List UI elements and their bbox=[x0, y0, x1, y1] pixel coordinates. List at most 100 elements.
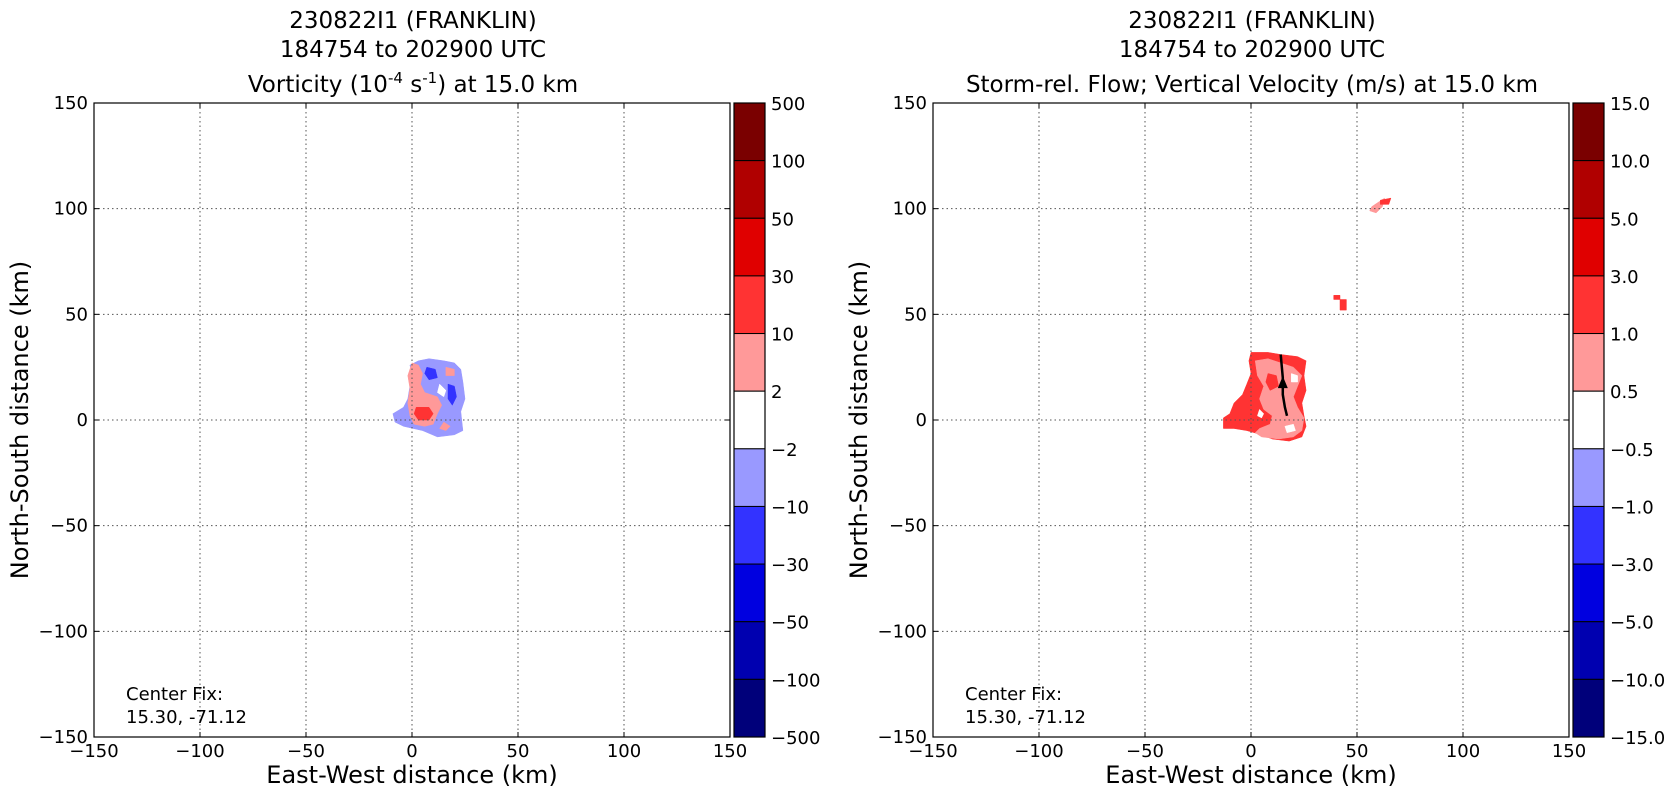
colorbar-label: −3.0 bbox=[1610, 555, 1654, 576]
data-region bbox=[413, 407, 434, 421]
vorticity-panel: −150 −100 −50 0 50 100 150−150−100−50050100150… bbox=[6, 8, 820, 789]
colorbar-label: 10 bbox=[771, 325, 794, 346]
y-tick-label: 150 bbox=[54, 93, 88, 114]
vertical-velocity-panel: −150 −100 −50 0 50 100 150 −150 −100 −50 0 50 100 150… bbox=[845, 8, 1665, 789]
title-text: ) at 15.0 km bbox=[437, 72, 578, 98]
data-region bbox=[1284, 423, 1296, 433]
x-tick-label: −150 bbox=[69, 741, 118, 762]
colorbar-label: −10.0 bbox=[1610, 670, 1665, 691]
colorbar-label: −50 bbox=[771, 613, 809, 634]
colorbar-label: 2 bbox=[771, 382, 782, 403]
y-tick-label: −100 bbox=[39, 621, 88, 642]
x-tick-label: −100 bbox=[1014, 741, 1063, 762]
colorbar-label: 5.0 bbox=[1610, 209, 1639, 230]
colorbar-segment bbox=[1572, 102, 1605, 162]
colorbar-segment bbox=[1572, 448, 1605, 507]
colorbar-segment bbox=[1572, 160, 1605, 219]
data-region bbox=[424, 366, 438, 381]
title-text: s bbox=[403, 72, 422, 98]
colorbar-segment bbox=[1572, 275, 1605, 335]
colorbar-label: −0.5 bbox=[1610, 440, 1654, 461]
colorbar-label: 15.0 bbox=[1610, 94, 1650, 115]
colorbar-segment bbox=[733, 102, 766, 162]
x-tick-label: 0 bbox=[406, 741, 417, 762]
y-tick-label: 50 bbox=[65, 304, 88, 325]
colorbar-segment bbox=[733, 448, 766, 507]
colorbar-segment bbox=[733, 333, 766, 392]
y-tick-label: −100 bbox=[878, 621, 927, 642]
center-fix-label: Center Fix: bbox=[965, 684, 1062, 705]
colorbar-segment bbox=[1572, 678, 1605, 738]
colorbar-segment bbox=[733, 217, 766, 277]
colorbar-segment bbox=[1572, 563, 1605, 623]
colorbar-label: 50 bbox=[771, 209, 794, 230]
colorbar-segment bbox=[733, 621, 766, 680]
colorbar-label: 3.0 bbox=[1610, 267, 1639, 288]
colorbar-label: 500 bbox=[771, 94, 805, 115]
chart-subtitle: 184754 to 202900 UTC bbox=[280, 37, 546, 63]
data-region bbox=[1380, 197, 1392, 205]
colorbar-label: −500 bbox=[771, 728, 820, 749]
y-tick-label: −150 bbox=[39, 727, 88, 748]
data-region bbox=[437, 383, 447, 398]
flow-streamline bbox=[1279, 354, 1289, 417]
colorbar-segment bbox=[1572, 217, 1605, 277]
x-axis-label: East-West distance (km) bbox=[1105, 761, 1396, 789]
data-region bbox=[1257, 408, 1265, 419]
colorbar-label: −100 bbox=[771, 670, 820, 691]
colorbar-segment bbox=[733, 678, 766, 738]
x-tick-label: −50 bbox=[287, 741, 325, 762]
colorbar-label: 30 bbox=[771, 267, 794, 288]
x-axis-label: East-West distance (km) bbox=[266, 761, 557, 789]
colorbar-label: 10.0 bbox=[1610, 152, 1650, 173]
data-region bbox=[1333, 295, 1341, 300]
x-tick-label: −100 bbox=[175, 741, 224, 762]
title-text: Vorticity (10 bbox=[248, 72, 388, 98]
colorbar-label: −30 bbox=[771, 555, 809, 576]
colorbar-segment bbox=[733, 505, 766, 565]
colorbar-segment bbox=[1572, 333, 1605, 392]
chart-title: 230822I1 (FRANKLIN) bbox=[289, 8, 537, 34]
y-tick-label: 100 bbox=[893, 199, 927, 220]
data-region bbox=[1339, 299, 1347, 311]
flow-arrowhead bbox=[1277, 376, 1288, 389]
colorbar-frame bbox=[1572, 102, 1605, 738]
title-superscript: -1 bbox=[422, 69, 437, 87]
title-superscript: -4 bbox=[388, 69, 403, 87]
y-tick-label: −50 bbox=[889, 516, 927, 537]
center-fix-value: 15.30, -71.12 bbox=[965, 707, 1086, 728]
data-region bbox=[1291, 373, 1298, 383]
colorbar-label: 0.5 bbox=[1610, 382, 1639, 403]
colorbar-label: −1.0 bbox=[1610, 497, 1654, 518]
colorbar-segment bbox=[733, 160, 766, 219]
chart-variable-title: Vorticity (10-4 s-1) at 15.0 km bbox=[248, 69, 578, 98]
colorbar-label: −5.0 bbox=[1610, 613, 1654, 634]
colorbar-segment bbox=[733, 275, 766, 335]
x-tick-label: 150 bbox=[1552, 741, 1586, 762]
colorbar-label: −15.0 bbox=[1610, 728, 1665, 749]
y-tick-label: 100 bbox=[54, 199, 88, 220]
colorbar-segment bbox=[1572, 621, 1605, 680]
y-tick-label: −150 bbox=[878, 727, 927, 748]
x-tick-label: 50 bbox=[507, 741, 530, 762]
center-fix-label: Center Fix: bbox=[126, 684, 223, 705]
x-tick-label: 150 bbox=[713, 741, 747, 762]
center-fix-value: 15.30, -71.12 bbox=[126, 707, 247, 728]
colorbar-segment bbox=[733, 390, 766, 450]
x-tick-label: 0 bbox=[1245, 741, 1256, 762]
chart-variable-title: Storm-rel. Flow; Vertical Velocity (m/s)… bbox=[966, 72, 1538, 98]
colorbar-label: −10 bbox=[771, 497, 809, 518]
y-tick-label: 0 bbox=[77, 410, 88, 431]
data-region bbox=[445, 366, 455, 376]
x-tick-label: 100 bbox=[1446, 741, 1480, 762]
chart-title: 230822I1 (FRANKLIN) bbox=[1128, 8, 1376, 34]
title-text: Storm-rel. Flow; Vertical Velocity (m/s)… bbox=[966, 72, 1538, 98]
data-region bbox=[1265, 373, 1279, 391]
colorbar-segment bbox=[1572, 505, 1605, 565]
colorbar-frame bbox=[733, 102, 766, 738]
colorbar-label: 1.0 bbox=[1610, 325, 1639, 346]
colorbar-label: 100 bbox=[771, 152, 805, 173]
colorbar-segment bbox=[733, 563, 766, 623]
y-tick-label: 0 bbox=[916, 410, 927, 431]
